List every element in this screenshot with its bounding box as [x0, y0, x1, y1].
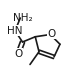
Text: O: O	[48, 29, 56, 39]
Text: O: O	[14, 49, 22, 59]
Text: HN: HN	[7, 26, 23, 36]
Text: NH₂: NH₂	[13, 13, 32, 23]
